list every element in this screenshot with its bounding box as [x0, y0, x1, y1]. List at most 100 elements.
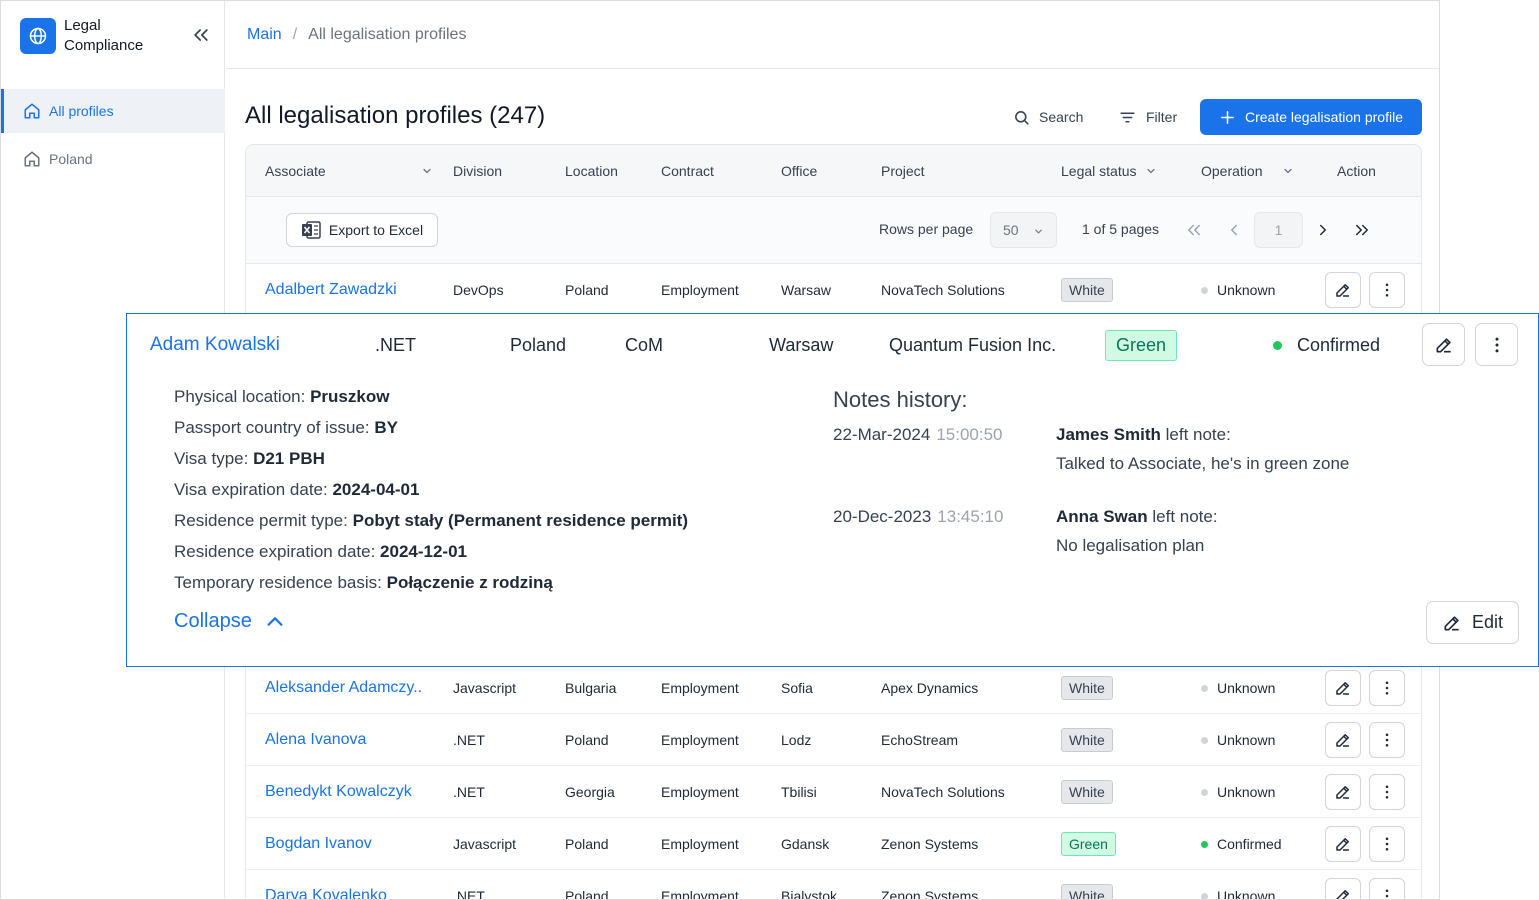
location-cell: Bulgaria — [565, 680, 617, 696]
create-profile-button[interactable]: Create legalisation profile — [1200, 99, 1422, 135]
create-profile-label: Create legalisation profile — [1245, 109, 1403, 125]
note-suffix: left note: — [1152, 507, 1218, 526]
detail-label: Temporary residence basis: — [174, 573, 382, 592]
pencil-icon — [1336, 682, 1349, 695]
detail-value: Pruszkow — [310, 387, 390, 406]
edit-row-button[interactable] — [1325, 878, 1361, 899]
legal-status-cell: White — [1061, 870, 1113, 899]
chevron-down-icon — [423, 168, 431, 174]
contract-cell: Employment — [661, 784, 739, 800]
project-cell: Zenon Systems — [881, 888, 979, 900]
export-excel-button[interactable]: Export to Excel — [286, 213, 438, 247]
search-button[interactable]: Search — [1013, 101, 1083, 133]
note-text: Talked to Associate, he's in green zone — [1056, 454, 1350, 473]
more-options-button[interactable] — [1369, 722, 1405, 758]
table-header: Associate Division Location Contract Off… — [246, 145, 1421, 197]
associate-name-link[interactable]: Adam Kowalski — [150, 334, 280, 355]
rows-per-page-select[interactable]: 50 — [990, 212, 1057, 248]
table-row: Darya Kovalenko .NET Poland Employment Bialy… — [246, 870, 1421, 900]
last-page-button[interactable] — [1349, 217, 1375, 243]
home-icon — [23, 150, 41, 168]
table-row: Aleksander Adamczy.. Javascript Bulgaria Em… — [246, 662, 1421, 714]
status-badge: Green — [1105, 329, 1178, 361]
status-badge: White — [1061, 278, 1113, 302]
location-cell: Poland — [565, 888, 609, 900]
note-time: 15:00:50 — [936, 425, 1003, 444]
more-options-button[interactable] — [1369, 826, 1405, 862]
contract-cell: Employment — [661, 680, 739, 696]
note-date: 20-Dec-2023 — [833, 507, 932, 526]
edit-profile-button[interactable]: Edit — [1426, 601, 1519, 644]
edit-label: Edit — [1471, 612, 1504, 632]
operation-cell: Unknown — [1201, 870, 1276, 900]
status-dot — [1201, 736, 1208, 744]
column-division: Division — [453, 163, 503, 179]
associate-name-link[interactable]: Aleksander Adamczy.. — [265, 679, 423, 696]
column-operation[interactable]: Operation — [1201, 145, 1294, 197]
column-legal-status[interactable]: Legal status — [1061, 145, 1157, 197]
edit-row-button[interactable] — [1325, 722, 1361, 758]
first-page-button[interactable] — [1181, 217, 1207, 243]
chevron-down-icon — [1035, 229, 1042, 234]
edit-row-button[interactable] — [1325, 826, 1361, 862]
next-page-button[interactable] — [1310, 217, 1336, 243]
collapse-link[interactable]: Collapse — [174, 610, 286, 633]
table-row: Adalbert Zawadzki DevOps Poland Employment W… — [246, 264, 1421, 316]
breadcrumb-main-link[interactable]: Main — [247, 25, 282, 43]
sidebar-item-poland[interactable]: Poland — [1, 137, 225, 181]
more-options-button[interactable] — [1369, 878, 1405, 899]
office-cell: Tbilisi — [781, 784, 817, 800]
column-associate[interactable]: Associate — [265, 145, 433, 197]
home-icon — [23, 102, 41, 120]
detail-value: Połączenie z rodziną — [386, 573, 553, 592]
more-options-button[interactable] — [1369, 670, 1405, 706]
more-vertical-icon — [1385, 283, 1389, 297]
project-cell: Zenon Systems — [881, 836, 979, 852]
operation-label: Unknown — [1217, 680, 1276, 696]
associate-name-link[interactable]: Darya Kovalenko — [265, 887, 387, 900]
detail-label: Visa expiration date: — [174, 480, 328, 499]
project-cell: NovaTech Solutions — [881, 784, 1005, 800]
division-cell: .NET — [453, 888, 485, 900]
pencil-icon — [1336, 284, 1349, 297]
brand: Legal Compliance — [20, 16, 164, 56]
page-number-input[interactable]: 1 — [1254, 212, 1303, 248]
edit-row-button[interactable] — [1422, 323, 1465, 366]
column-project: Project — [881, 163, 925, 179]
edit-row-button[interactable] — [1325, 774, 1361, 810]
more-vertical-icon — [1385, 837, 1389, 851]
associate-name-link[interactable]: Alena Ivanova — [265, 731, 367, 748]
sidebar: Legal Compliance All profiles Poland — [1, 1, 225, 899]
table-row: Benedykt Kowalczyk .NET Georgia Employment T… — [246, 766, 1421, 818]
office-cell: Warsaw — [781, 282, 832, 298]
more-vertical-icon — [1385, 733, 1389, 747]
filter-button[interactable]: Filter — [1118, 101, 1177, 133]
contract-cell: Employment — [661, 732, 739, 748]
sidebar-item-label: All profiles — [49, 103, 114, 119]
collapse-sidebar-button[interactable] — [189, 23, 213, 47]
chevrons-left-icon — [194, 29, 208, 41]
table-tools: Export to Excel Rows per page 50 1 of 5 … — [246, 197, 1421, 264]
edit-row-button[interactable] — [1325, 272, 1361, 308]
detail-label: Visa type: — [174, 449, 249, 468]
expanded-profile-card: Adam Kowalski .NET Poland CoM Warsaw Qua… — [126, 313, 1539, 667]
associate-name-link[interactable]: Bogdan Ivanov — [265, 835, 372, 852]
legal-status-cell: Green — [1061, 818, 1116, 870]
note-suffix: left note: — [1165, 425, 1231, 444]
operation-cell: Unknown — [1201, 766, 1275, 818]
associate-name-link[interactable]: Benedykt Kowalczyk — [265, 783, 412, 800]
chevron-left-icon — [1231, 224, 1237, 236]
operation-cell: Confirmed — [1201, 818, 1282, 870]
operation-label: Unknown — [1217, 888, 1276, 900]
more-options-button[interactable] — [1475, 323, 1518, 366]
more-options-button[interactable] — [1369, 272, 1405, 308]
sidebar-item-all-profiles[interactable]: All profiles — [1, 89, 225, 133]
more-options-button[interactable] — [1369, 774, 1405, 810]
edit-row-button[interactable] — [1325, 670, 1361, 706]
excel-icon — [301, 221, 321, 239]
associate-name-link[interactable]: Adalbert Zawadzki — [265, 281, 397, 298]
prev-page-button[interactable] — [1221, 217, 1247, 243]
pencil-icon — [1336, 786, 1349, 799]
location-cell: Poland — [565, 282, 609, 298]
division-cell: .NET — [453, 784, 485, 800]
